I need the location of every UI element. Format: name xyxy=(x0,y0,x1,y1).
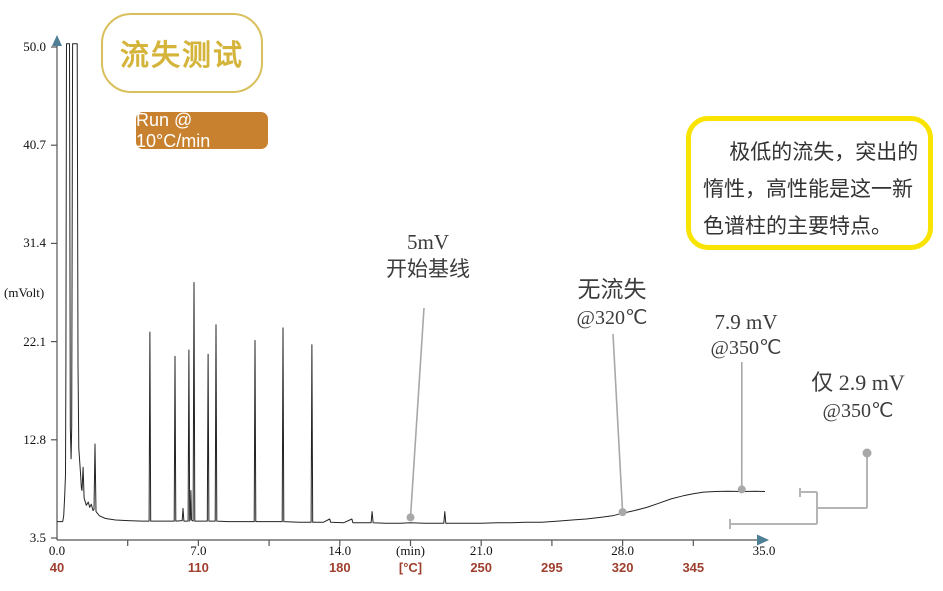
run-rate-button[interactable]: Run @ 10°C/min xyxy=(136,110,268,151)
y-tick-label: 12.8 xyxy=(23,431,46,447)
x-tick-label-temp: 40 xyxy=(49,560,65,575)
page-title: 流失测试 xyxy=(119,40,244,72)
leader-line-baseline xyxy=(409,307,425,518)
leader-line-nobleed xyxy=(612,333,624,513)
x-tick-label-min: 14.0 xyxy=(328,543,352,558)
x-tick-label-temp: 320 xyxy=(611,560,634,575)
annotation-bleed-2-9mv-350: 仅 2.9 mV @350℃ xyxy=(811,370,905,422)
y-tick-label: 40.7 xyxy=(23,137,46,153)
title-badge: 流失测试 xyxy=(101,13,263,93)
callout-line-3: 色谱柱的主要特点。 xyxy=(703,214,892,238)
annotation-bleed-7-9mv-350: 7.9 mV @350℃ xyxy=(710,310,782,359)
x-tick-label-temp: 295 xyxy=(541,560,563,575)
x-tick-label-temp: 180 xyxy=(328,560,351,575)
y-axis-arrow-icon xyxy=(52,35,62,46)
leader-dot-baseline xyxy=(406,513,415,522)
x-tick-label-temp: 345 xyxy=(682,560,705,575)
y-axis-unit-label: (mVolt) xyxy=(4,285,45,300)
y-tick-label: 22.1 xyxy=(23,333,46,349)
x-tick-label-temp: 250 xyxy=(470,560,493,575)
x-tick-label-min: 35.0 xyxy=(752,543,776,558)
x-tick-label-min: 21.0 xyxy=(469,543,493,558)
chromatogram-trace xyxy=(57,43,766,524)
y-tick-label: 3.5 xyxy=(29,530,46,545)
x-tick-label-temp: 110 xyxy=(187,560,209,575)
annotation-start-baseline: 5mV 开始基线 xyxy=(386,230,470,281)
leader-dot-bleed29 xyxy=(862,448,872,458)
y-tick-label: 50.0 xyxy=(23,39,46,54)
annotation-no-bleed-320: 无流失 @320℃ xyxy=(576,277,648,329)
callout-box: 极低的流失，突出的 惰性，高性能是这一新 色谱柱的主要特点。 xyxy=(686,116,933,250)
x-tick-label-min: 7.0 xyxy=(190,543,207,558)
x-axis-unit-label-min: (min) xyxy=(396,543,425,558)
x-axis-arrow-icon xyxy=(757,534,769,546)
callout-line-2: 惰性，高性能是这一新 xyxy=(703,177,913,201)
y-tick-label: 31.4 xyxy=(23,235,46,251)
x-tick-label-min: 0.0 xyxy=(48,543,66,558)
callout-line-1: 极低的流失，突出的 xyxy=(703,140,919,164)
x-axis-unit-label-temp: [°C] xyxy=(398,560,423,575)
leader-dot-nobleed xyxy=(618,508,627,517)
leader-dot-bleed79 xyxy=(737,485,746,494)
x-tick-label-min: 28.0 xyxy=(611,543,634,558)
